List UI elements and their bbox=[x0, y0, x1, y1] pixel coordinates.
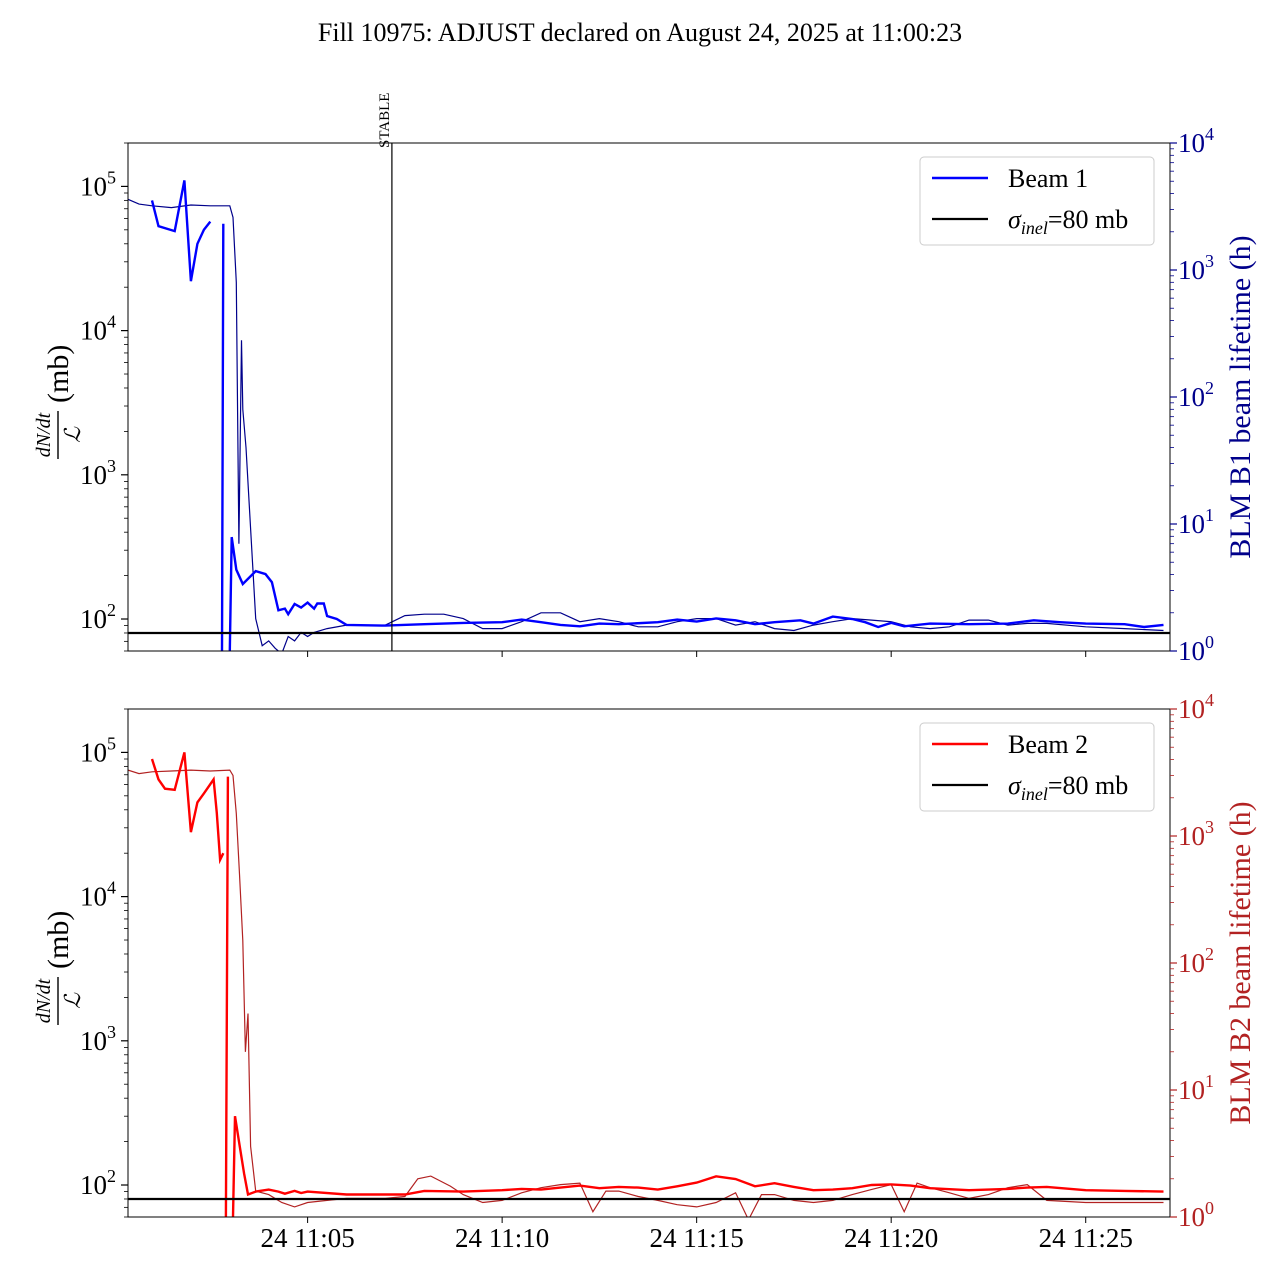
lifetime-series-line bbox=[128, 769, 1164, 1217]
y2-axis-label: BLM B1 beam lifetime (h) bbox=[1224, 235, 1257, 558]
x-tick-label: 24 11:25 bbox=[1039, 1223, 1133, 1253]
x-tick-label: 24 11:20 bbox=[844, 1223, 938, 1253]
y2-tick-label: 103 bbox=[1178, 817, 1214, 851]
legend: Beam 1 σinel=80 mb bbox=[919, 156, 1155, 246]
y-axis-label: dN/dt ℒ (mb) bbox=[33, 345, 85, 459]
legend-beam-label: Beam 2 bbox=[1008, 730, 1088, 759]
y-tick-label: 104 bbox=[80, 878, 116, 912]
beam-series-line bbox=[150, 752, 1164, 1217]
y-label-numerator: dN/dt bbox=[33, 978, 55, 1023]
y2-tick-label: 102 bbox=[1178, 378, 1214, 412]
y-tick-label: 103 bbox=[80, 1022, 116, 1056]
y2-tick-label: 100 bbox=[1178, 632, 1214, 666]
y-label-numerator: dN/dt bbox=[33, 412, 55, 457]
y-tick-label: 105 bbox=[80, 733, 116, 767]
y2-tick-label: 101 bbox=[1178, 1071, 1214, 1105]
beam-series-line bbox=[150, 180, 1164, 651]
lifetime-series-line bbox=[128, 198, 1164, 651]
stable-marker-label: STABLE bbox=[377, 93, 393, 148]
y-label-denominator: ℒ bbox=[60, 992, 85, 1009]
y-tick-label: 102 bbox=[80, 600, 116, 634]
panel-bottom: 102 103 104 105 100 101 102 103 104 BLM B2 beam l… bbox=[33, 690, 1257, 1253]
y-label-unit: (mb) bbox=[42, 345, 75, 403]
y2-tick-label: 101 bbox=[1178, 505, 1214, 539]
legend-reference-label: σinel=80 mb bbox=[1008, 205, 1128, 238]
figure-title: Fill 10975: ADJUST declared on August 24… bbox=[317, 18, 963, 47]
y2-tick-label: 100 bbox=[1178, 1198, 1214, 1232]
legend: Beam 2 σinel=80 mb bbox=[919, 722, 1155, 812]
y2-tick-label: 103 bbox=[1178, 251, 1214, 285]
y2-tick-label: 102 bbox=[1178, 944, 1214, 978]
x-tick-label: 24 11:05 bbox=[260, 1223, 354, 1253]
y2-axis-label: BLM B2 beam lifetime (h) bbox=[1224, 801, 1257, 1124]
plot-area bbox=[128, 180, 1170, 651]
y-label-denominator: ℒ bbox=[60, 426, 85, 443]
y-tick-label: 102 bbox=[80, 1166, 116, 1200]
y2-tick-label: 104 bbox=[1178, 690, 1214, 724]
legend-reference-label: σinel=80 mb bbox=[1008, 771, 1128, 804]
y-label-unit: (mb) bbox=[42, 911, 75, 969]
y-tick-label: 104 bbox=[80, 312, 116, 346]
x-tick-label: 24 11:15 bbox=[650, 1223, 744, 1253]
x-tick-label: 24 11:10 bbox=[455, 1223, 549, 1253]
plot-area bbox=[128, 752, 1170, 1217]
y-tick-label: 103 bbox=[80, 456, 116, 490]
y-tick-label: 105 bbox=[80, 167, 116, 201]
legend-beam-label: Beam 1 bbox=[1008, 164, 1088, 193]
y2-tick-label: 104 bbox=[1178, 124, 1214, 158]
y-axis-label: dN/dt ℒ (mb) bbox=[33, 911, 85, 1025]
panel-top: STABLE 102 103 104 105 100 101 102 103 104 BLM B1 … bbox=[33, 93, 1257, 666]
